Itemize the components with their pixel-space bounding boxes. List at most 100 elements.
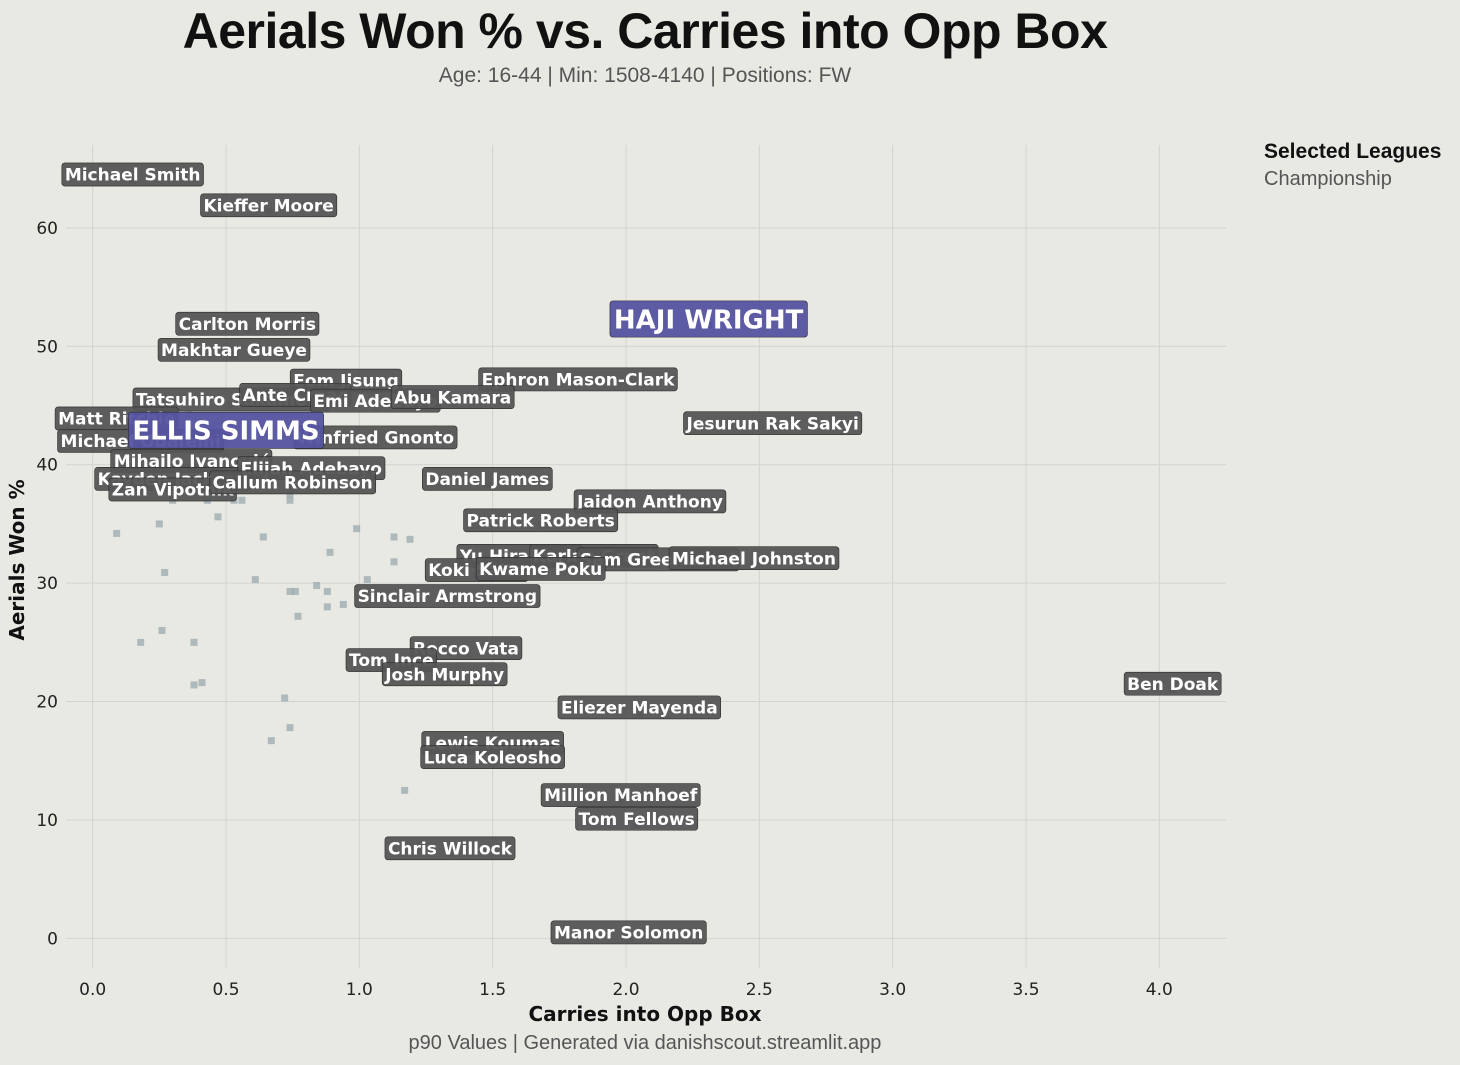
chart-title: Aerials Won % vs. Carries into Opp Box: [182, 3, 1108, 59]
data-point: [161, 568, 169, 576]
data-point: [286, 490, 294, 498]
point-label-text: Josh Murphy: [384, 665, 504, 685]
data-point: [190, 638, 198, 646]
y-tick-label: 50: [36, 337, 58, 357]
x-tick-label: 2.5: [746, 980, 773, 1000]
data-point: [339, 600, 347, 608]
point-label-box: [1123, 671, 1222, 696]
data-point: [363, 576, 371, 584]
point-label-text: ELLIS SIMMS: [132, 417, 319, 447]
point-label: Patrick Roberts: [463, 508, 619, 533]
data-point: [214, 513, 222, 521]
point-label-box: [390, 385, 515, 409]
point-label-box: [128, 411, 324, 449]
point-label-text: Kieffer Moore: [204, 196, 334, 216]
point-label-box: [409, 636, 523, 661]
point-label-text: Sinclair Armstrong: [358, 587, 538, 607]
data-point: [294, 612, 302, 620]
point-label: Ephron Mason-Clark: [478, 367, 678, 392]
y-tick-label: 30: [36, 574, 58, 594]
point-label-box: [420, 745, 565, 769]
point-label-text: Ephron Mason-Clark: [482, 371, 675, 391]
x-tick-label: 1.0: [346, 980, 373, 1000]
point-label: Kwame Poku: [475, 557, 606, 581]
data-point: [286, 724, 294, 732]
chart-caption: p90 Values | Generated via danishscout.s…: [408, 1032, 882, 1054]
point-label-box: [61, 162, 204, 187]
data-point: [390, 533, 398, 541]
x-tick-label: 0.5: [212, 980, 239, 1000]
x-tick-label: 1.5: [479, 980, 506, 1000]
point-label-text: Rocco Vata: [413, 639, 519, 659]
point-label: Chris Willock: [384, 836, 516, 861]
point-label: Abu Kamara: [390, 385, 515, 409]
point-label: Michael Smith: [61, 162, 204, 187]
data-point: [190, 681, 198, 689]
point-label: Callum Robinson: [209, 470, 377, 495]
x-axis-label: Carries into Opp Box: [528, 1002, 761, 1026]
point-label: Jaidon Anthony: [573, 489, 727, 514]
point-label-text: Carlton Morris: [179, 315, 316, 335]
point-label: Rocco Vata: [409, 636, 523, 661]
point-label: Ben Doak: [1123, 671, 1222, 696]
point-label-text: Kwame Poku: [479, 560, 602, 580]
point-label-text: Winfried Gnonto: [297, 429, 455, 449]
point-label: Carlton Morris: [175, 311, 320, 336]
x-tick-label: 2.0: [612, 980, 639, 1000]
legend-item-championship: Championship: [1264, 168, 1392, 190]
y-tick-label: 60: [36, 219, 58, 239]
point-label-box: [575, 806, 699, 831]
data-point: [113, 529, 121, 537]
data-point: [158, 627, 166, 635]
point-label-text: Patrick Roberts: [467, 511, 615, 531]
highlight-labels: HAJI WRIGHT ELLIS SIMMS: [128, 300, 808, 449]
point-label-text: HAJI WRIGHT: [614, 305, 804, 335]
point-label-box: [384, 836, 516, 861]
x-tick-label: 4.0: [1146, 980, 1173, 1000]
point-label-box: [557, 695, 722, 720]
point-label-text: Michael Smith: [65, 166, 201, 186]
point-label-text: Jesurun Rak Sakyi: [686, 414, 859, 434]
data-point: [353, 525, 361, 533]
point-label: Manor Solomon: [550, 920, 707, 945]
point-label-text: Chris Willock: [388, 839, 513, 859]
point-label-text: Manor Solomon: [554, 924, 703, 944]
y-tick-label: 40: [36, 456, 58, 476]
data-point: [286, 496, 294, 504]
chart-subtitle: Age: 16-44 | Min: 1508-4140 | Positions:…: [438, 64, 852, 87]
point-label-box: [381, 662, 508, 687]
axis-ticks: 0.0 0.5 1.0 1.5 2.0 2.5 3.0 3.5 4.0 0 10 20 30 40 50 60: [36, 219, 1172, 1000]
x-tick-label: 3.5: [1012, 980, 1039, 1000]
point-label: Makhtar Gueye: [157, 337, 311, 362]
point-label-box: [475, 557, 606, 581]
y-tick-label: 0: [47, 929, 58, 949]
data-point: [401, 786, 409, 794]
data-point: [286, 587, 294, 595]
point-label-text: Daniel James: [425, 470, 549, 490]
data-point: [259, 533, 267, 541]
data-point: [313, 582, 321, 590]
point-label-text: Million Manhoef: [544, 786, 698, 806]
point-label-box: [478, 367, 678, 392]
point-label-text: Callum Robinson: [213, 474, 373, 494]
point-label-text: Abu Kamara: [394, 388, 511, 408]
point-label-text: Ben Doak: [1127, 675, 1219, 695]
data-point: [198, 679, 206, 687]
y-axis-label: Aerials Won %: [5, 479, 29, 640]
point-label: Winfried Gnonto: [293, 425, 458, 450]
point-label: Sinclair Armstrong: [354, 584, 541, 608]
point-label: ELLIS SIMMS: [128, 411, 324, 449]
point-label: Josh Murphy: [381, 662, 508, 687]
data-point: [323, 587, 331, 595]
point-label-text: Zan Vipotnik: [112, 481, 234, 501]
point-label: Kieffer Moore: [200, 193, 338, 218]
data-point: [326, 548, 334, 556]
point-label: Tom Fellows: [575, 806, 699, 831]
point-label-box: [668, 546, 840, 571]
point-label: HAJI WRIGHT: [609, 300, 808, 338]
point-label-text: Jaidon Anthony: [576, 492, 723, 512]
data-point: [323, 603, 331, 611]
point-label: Jesurun Rak Sakyi: [683, 411, 863, 436]
